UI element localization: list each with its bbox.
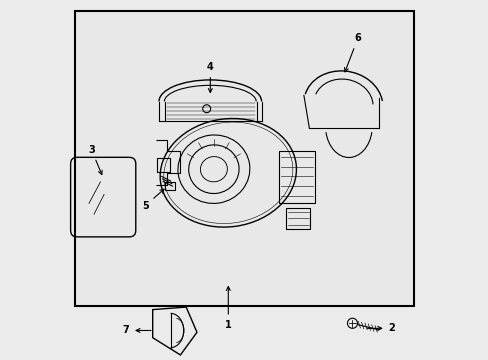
Text: 1: 1 — [224, 287, 231, 330]
Text: 4: 4 — [206, 62, 213, 93]
Text: 2: 2 — [367, 323, 394, 333]
Text: 6: 6 — [344, 33, 361, 72]
Text: 3: 3 — [88, 145, 102, 175]
FancyBboxPatch shape — [75, 11, 413, 306]
Text: 5: 5 — [142, 189, 164, 211]
Text: 7: 7 — [122, 325, 151, 336]
